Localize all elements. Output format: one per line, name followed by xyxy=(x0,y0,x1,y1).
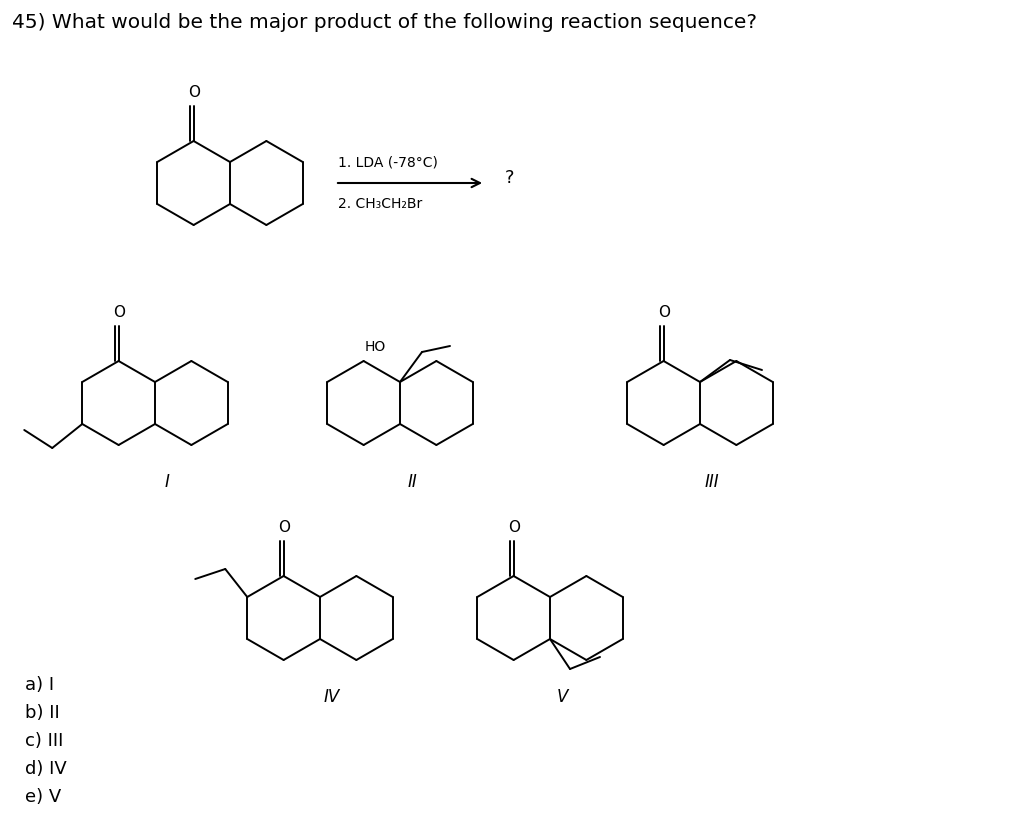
Text: b) II: b) II xyxy=(25,704,59,722)
Text: O: O xyxy=(508,520,519,535)
Text: III: III xyxy=(705,473,719,491)
Text: II: II xyxy=(408,473,417,491)
Text: a) I: a) I xyxy=(25,676,54,694)
Text: c) III: c) III xyxy=(25,732,63,750)
Text: e) V: e) V xyxy=(25,788,61,806)
Text: O: O xyxy=(113,305,125,320)
Text: O: O xyxy=(657,305,670,320)
Text: IV: IV xyxy=(324,688,340,706)
Text: O: O xyxy=(187,85,200,100)
Text: 1. LDA (-78°C): 1. LDA (-78°C) xyxy=(338,155,438,169)
Text: V: V xyxy=(556,688,567,706)
Text: ?: ? xyxy=(505,169,514,187)
Text: O: O xyxy=(278,520,290,535)
Text: 45) What would be the major product of the following reaction sequence?: 45) What would be the major product of t… xyxy=(12,13,757,32)
Text: I: I xyxy=(165,473,169,491)
Text: HO: HO xyxy=(365,340,386,354)
Text: d) IV: d) IV xyxy=(25,760,67,778)
Text: 2. CH₃CH₂Br: 2. CH₃CH₂Br xyxy=(338,197,422,211)
